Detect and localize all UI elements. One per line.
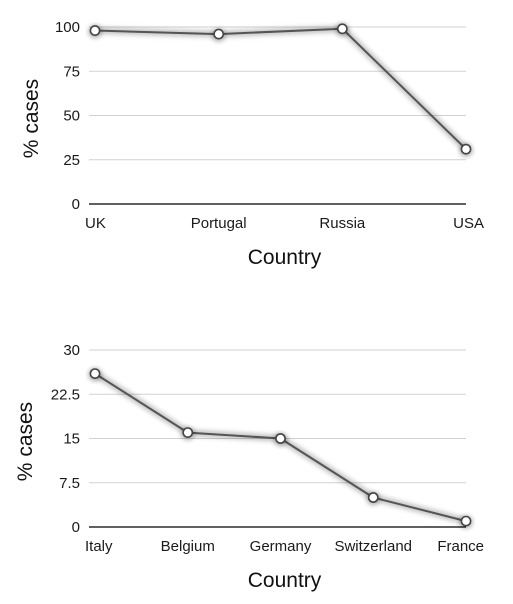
series-line-shadow	[91, 370, 470, 525]
data-point	[182, 427, 194, 438]
x-axis-title: Country	[248, 246, 322, 269]
chart-italy-belgium-germany-switzerland-france: 0 7.5 15 22.5 30 Italy Belgium Germany Switzerla…	[14, 342, 484, 592]
y-tick-label: 22.5	[51, 386, 80, 403]
series-line-shadow	[91, 25, 470, 153]
x-tick-label: Belgium	[161, 538, 215, 555]
chart-uk-portugal-russia-usa: 0 25 50 75 100 UK Portugal Russia USA Country % ca…	[20, 19, 484, 269]
x-axis-title: Country	[248, 569, 322, 592]
data-point	[460, 515, 472, 527]
x-tick-label: Italy	[85, 538, 113, 555]
data-point	[213, 28, 225, 40]
y-tick-label: 15	[63, 431, 80, 448]
y-axis-title: % cases	[14, 402, 37, 481]
y-tick-label: 0	[72, 196, 80, 213]
series-line	[94, 27, 467, 151]
x-tick-label: USA	[453, 215, 484, 232]
data-point	[336, 23, 348, 35]
data-point	[89, 368, 101, 379]
x-tick-label: Russia	[319, 215, 366, 232]
y-tick-label: 75	[63, 63, 80, 80]
y-tick-label: 100	[55, 19, 80, 36]
x-tick-label: France	[437, 538, 484, 555]
data-point	[367, 492, 379, 503]
x-tick-label: UK	[85, 215, 106, 232]
x-tick-label: Switzerland	[334, 538, 412, 555]
x-tick-label: Portugal	[191, 215, 247, 232]
series-line	[94, 372, 467, 523]
y-tick-label: 7.5	[59, 475, 80, 492]
x-tick-label: Germany	[250, 538, 312, 555]
y-tick-label: 50	[63, 108, 80, 125]
data-point	[275, 433, 286, 444]
data-point	[89, 25, 101, 36]
y-tick-label: 30	[63, 342, 80, 359]
y-tick-label: 0	[72, 519, 80, 536]
y-tick-label: 25	[63, 152, 80, 169]
y-axis-title: % cases	[20, 79, 43, 158]
data-point	[460, 143, 472, 155]
